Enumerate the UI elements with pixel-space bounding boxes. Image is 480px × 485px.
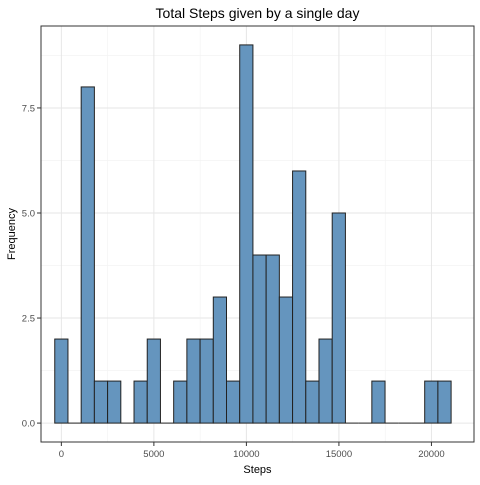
histogram-bar	[371, 380, 386, 424]
histogram-bar	[80, 86, 95, 424]
x-tick-label: 20000	[418, 449, 444, 460]
histogram-bar	[107, 380, 122, 424]
bars-layer	[54, 44, 452, 424]
histogram-bar	[199, 338, 214, 424]
histogram-bar	[424, 380, 439, 424]
axes-layer: 0 5000 10000 15000 20000 0.0 2.5 5.0 7.5	[22, 103, 445, 460]
histogram-bar	[292, 170, 307, 424]
histogram-bar	[54, 338, 69, 424]
histogram-bar	[226, 380, 241, 424]
histogram-bar	[318, 338, 333, 424]
histogram-bar	[252, 254, 267, 424]
histogram-bar	[305, 380, 320, 424]
x-tick-label: 5000	[143, 449, 164, 460]
chart-title: Total Steps given by a single day	[156, 5, 360, 21]
histogram-bar	[93, 380, 109, 424]
histogram-bar	[278, 296, 294, 424]
y-tick-label: 5.0	[22, 208, 35, 219]
x-tick-label: 15000	[326, 449, 352, 460]
histogram-bar	[239, 44, 254, 424]
y-tick-label: 2.5	[22, 314, 35, 325]
histogram-bar	[133, 380, 148, 424]
histogram-bar	[146, 338, 161, 424]
histogram-bar	[186, 338, 201, 424]
x-tick-label: 0	[59, 449, 64, 460]
y-axis-label: Frequency	[6, 208, 18, 260]
x-axis-label: Steps	[243, 464, 272, 476]
histogram-bar	[331, 212, 346, 424]
histogram-bar	[437, 380, 452, 424]
histogram-bar	[173, 380, 188, 424]
histogram-bar	[212, 296, 228, 424]
y-tick-label: 7.5	[22, 103, 35, 114]
y-tick-label: 0.0	[22, 419, 35, 430]
x-tick-label: 10000	[233, 449, 259, 460]
panel-border	[40, 25, 475, 443]
histogram-bar	[265, 254, 280, 424]
